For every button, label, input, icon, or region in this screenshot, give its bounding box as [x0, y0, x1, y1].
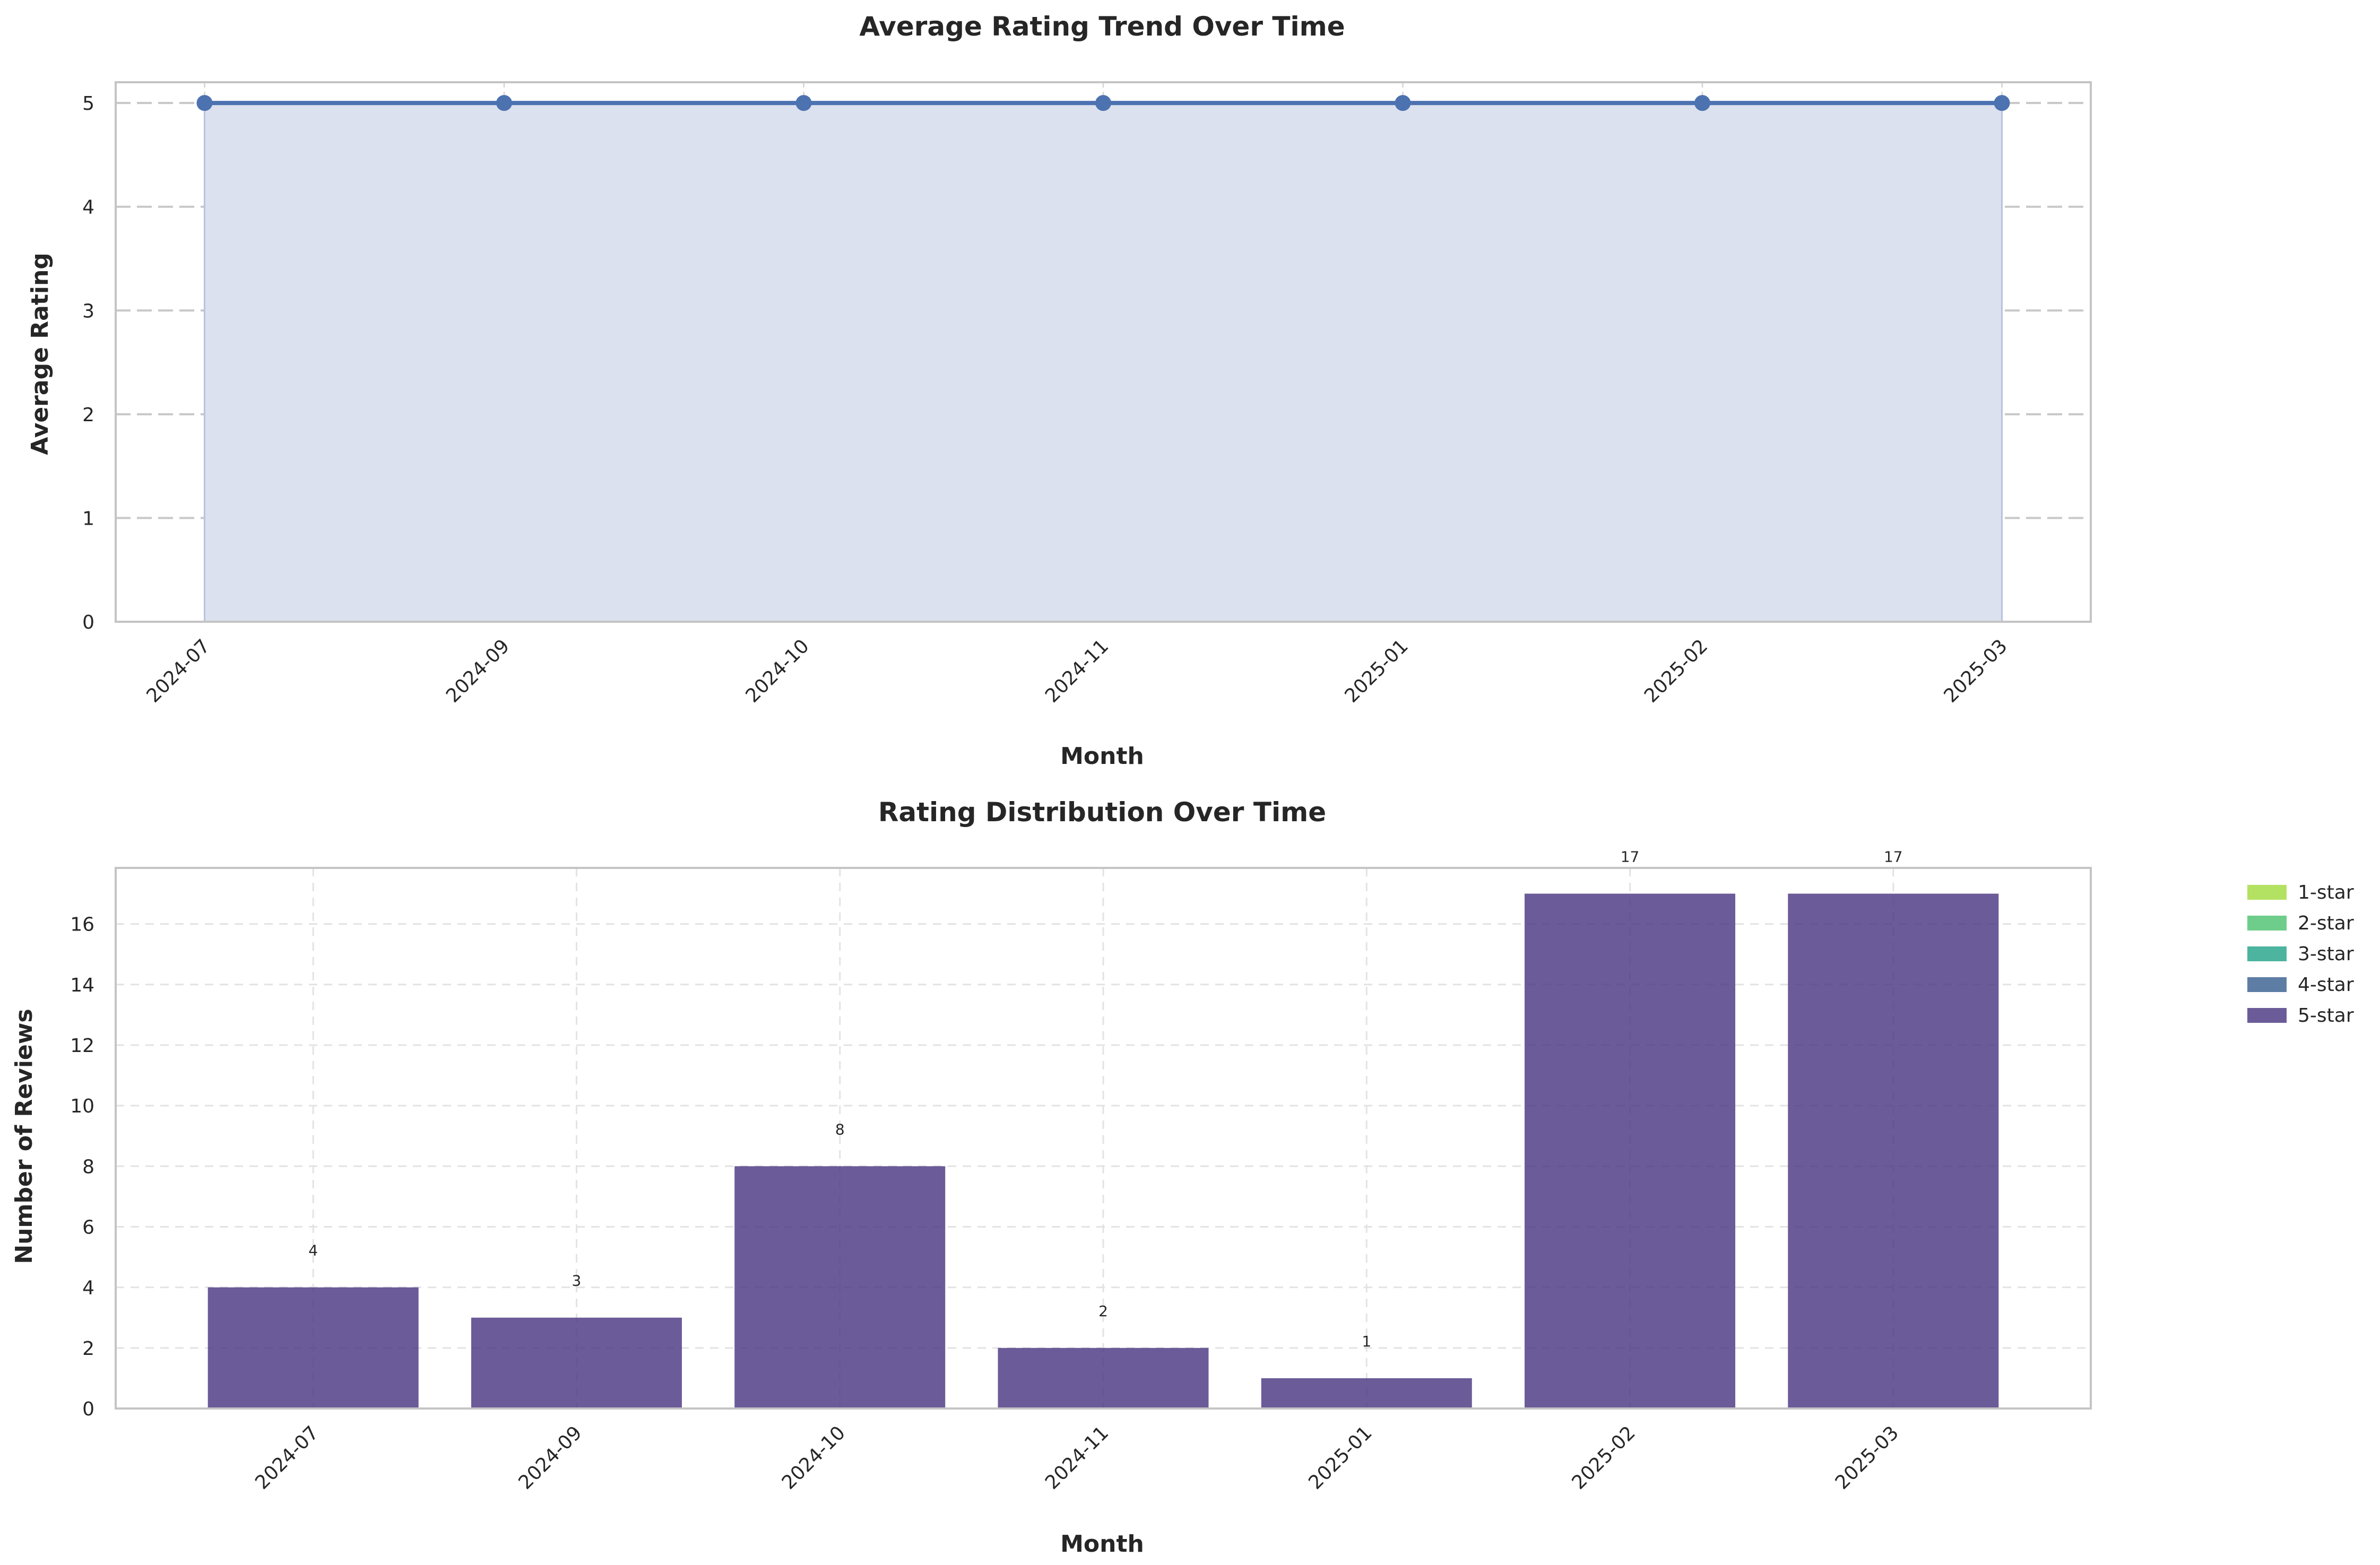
rating-distribution-legend: 1-star 2-star 3-star 4-star 5-star [2247, 882, 2354, 1027]
y-tick-label: 5 [82, 93, 94, 115]
x-tick-label: 2024-11 [1041, 635, 1113, 707]
y-tick-label: 0 [82, 612, 94, 633]
legend-swatch-1-star [2247, 885, 2287, 900]
x-tick-label: 2025-02 [1568, 1422, 1640, 1493]
rating-trend-x-ticks: 2024-07 2024-09 2024-10 2024-11 2025-01 2025-… [142, 635, 2011, 707]
rating-distribution-y-ticks: 0 2 4 6 8 10 12 14 16 [70, 914, 94, 1420]
y-tick-label: 4 [82, 1277, 94, 1299]
legend-label-5-star: 5-star [2298, 1005, 2354, 1027]
bar-total-label: 8 [835, 1120, 845, 1138]
x-tick-label: 2025-01 [1304, 1422, 1376, 1493]
legend-swatch-3-star [2247, 946, 2287, 961]
x-tick-label: 2024-10 [742, 635, 813, 707]
legend-swatch-2-star [2247, 916, 2287, 931]
bar-5-star [998, 1347, 1209, 1408]
legend-swatch-5-star [2247, 1008, 2287, 1023]
x-tick-label: 2024-10 [778, 1422, 850, 1493]
rating-distribution-x-label: Month [1060, 1531, 1144, 1558]
bar-5-star [1525, 893, 1736, 1408]
bar-total-label: 3 [572, 1272, 582, 1290]
legend-label-1-star: 1-star [2298, 882, 2354, 903]
rating-distribution-bars [207, 893, 1999, 1408]
bar-total-label: 17 [1621, 848, 1640, 866]
y-tick-label: 6 [82, 1216, 94, 1238]
data-point [496, 95, 512, 111]
bar-total-label: 4 [308, 1242, 318, 1259]
x-tick-label: 2025-02 [1640, 635, 1712, 707]
data-point [795, 95, 812, 111]
y-tick-label: 8 [82, 1156, 94, 1178]
y-tick-label: 16 [70, 914, 94, 936]
rating-distribution-plot-frame [115, 867, 2092, 1410]
bar-total-label: 1 [1362, 1333, 1371, 1350]
y-tick-label: 10 [70, 1096, 94, 1117]
x-tick-label: 2025-03 [1940, 635, 2012, 707]
y-tick-label: 3 [82, 300, 94, 322]
rating-trend-area [203, 102, 2003, 623]
rating-trend-y-label: Average Rating [27, 253, 54, 455]
bar-5-star [1261, 1378, 1472, 1408]
y-tick-label: 1 [82, 508, 94, 529]
y-tick-label: 0 [82, 1398, 94, 1420]
rating-distribution-bar-labels: 4 3 8 2 1 17 17 [308, 848, 1902, 1350]
bar-5-star [471, 1317, 682, 1408]
rating-trend-title: Average Rating Trend Over Time [859, 11, 1345, 42]
legend-label-4-star: 4-star [2298, 974, 2354, 996]
legend-label-3-star: 3-star [2298, 943, 2354, 965]
data-point [1994, 95, 2010, 111]
rating-trend-x-label: Month [1060, 743, 1144, 770]
rating-distribution-x-ticks: 2024-07 2024-09 2024-10 2024-11 2025-01 2025-… [251, 1422, 1903, 1493]
bar-5-star [207, 1287, 419, 1408]
bar-total-label: 2 [1098, 1302, 1108, 1320]
y-tick-label: 2 [82, 1338, 94, 1360]
rating-distribution-y-label: Number of Reviews [11, 1008, 38, 1264]
bar-total-label: 17 [1884, 848, 1903, 866]
x-tick-label: 2024-09 [514, 1422, 586, 1493]
legend-label-2-star: 2-star [2298, 912, 2354, 934]
rating-distribution-title: Rating Distribution Over Time [878, 797, 1326, 828]
rating-trend-y-ticks: 0 1 2 3 4 5 [82, 93, 94, 633]
data-point [1694, 95, 1711, 111]
y-tick-label: 14 [70, 975, 94, 996]
legend-swatch-4-star [2247, 977, 2287, 992]
x-tick-label: 2024-11 [1041, 1422, 1113, 1493]
bar-5-star [1788, 893, 1999, 1408]
rating-trend-chart: Average Rating Trend Over Time 0 1 2 3 4 5 20… [27, 11, 2092, 770]
x-tick-label: 2024-09 [442, 635, 514, 707]
data-point [196, 95, 213, 111]
rating-trend-points [196, 95, 2010, 111]
y-tick-label: 2 [82, 404, 94, 426]
data-point [1395, 95, 1411, 111]
x-tick-label: 2024-07 [251, 1422, 323, 1493]
x-tick-label: 2025-01 [1341, 635, 1413, 707]
y-tick-label: 12 [70, 1035, 94, 1057]
data-point [1095, 95, 1111, 111]
x-tick-label: 2025-03 [1831, 1422, 1903, 1493]
bar-5-star [734, 1166, 946, 1408]
x-tick-label: 2024-07 [142, 635, 214, 707]
rating-trend-plot-frame [115, 81, 2092, 623]
y-tick-label: 4 [82, 197, 94, 219]
